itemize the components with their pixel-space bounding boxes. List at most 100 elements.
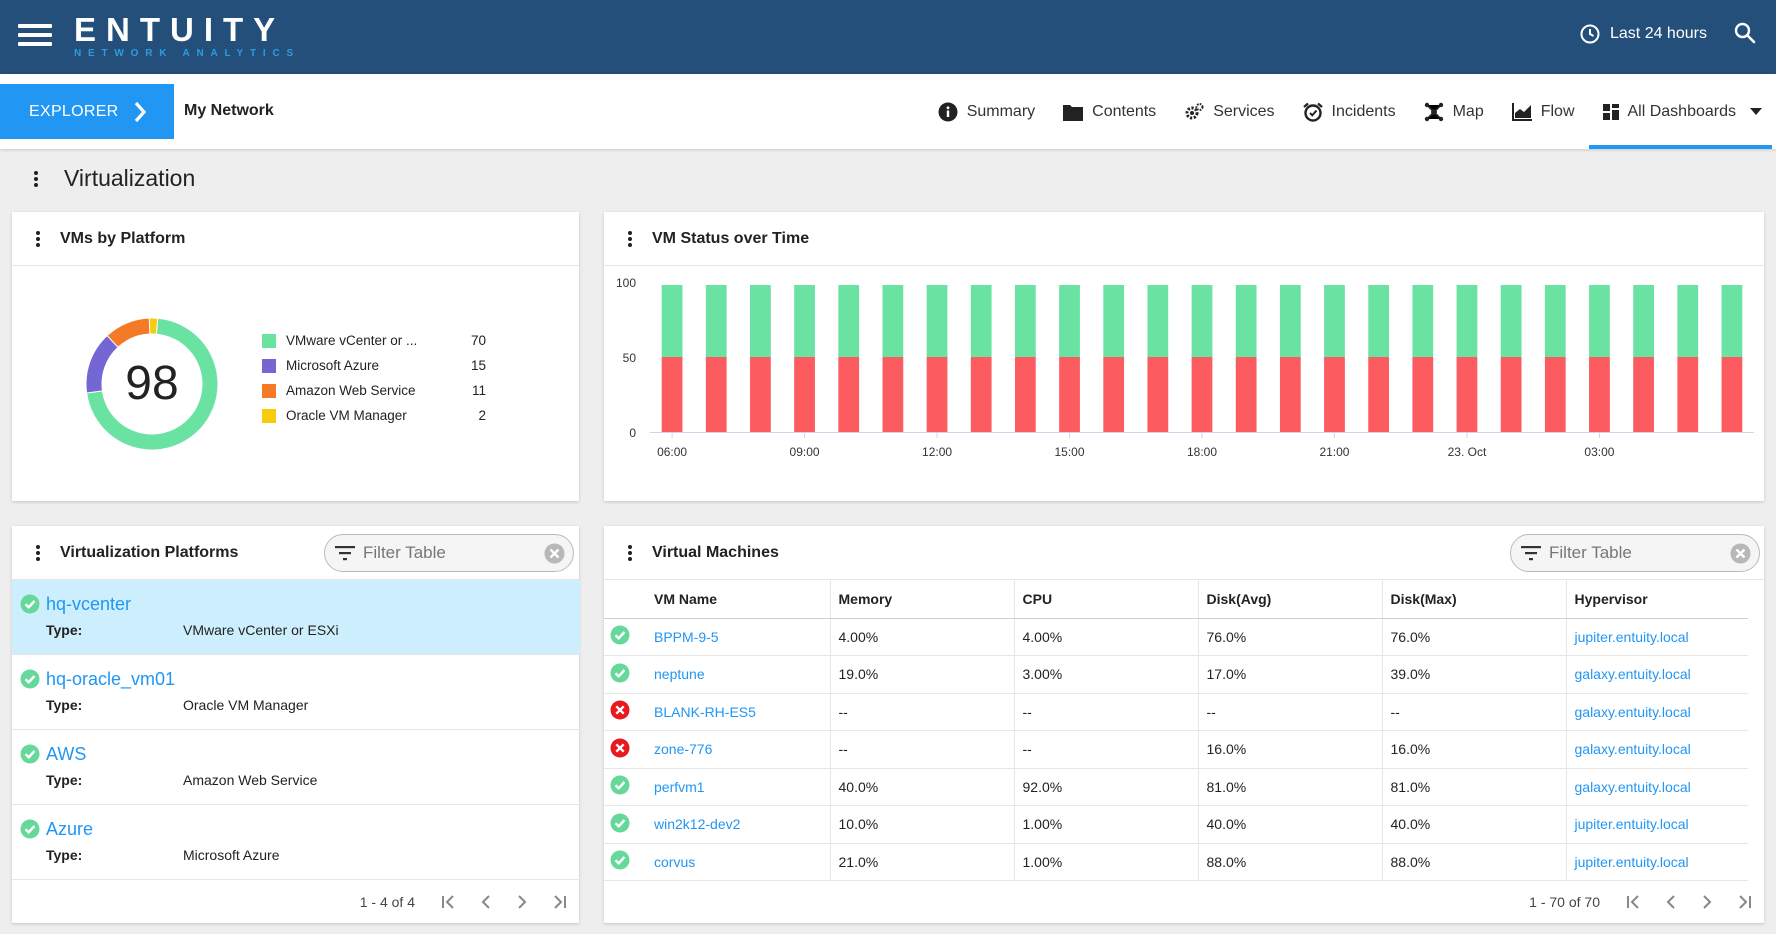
bar-up[interactable]: [1721, 285, 1743, 357]
donut-slice[interactable]: [86, 317, 219, 451]
table-row[interactable]: corvus 21.0% 1.00% 88.0% 88.0% jupiter.entuit…: [604, 843, 1748, 881]
legend-item-azure[interactable]: Microsoft Azure 15: [262, 353, 486, 378]
breadcrumb[interactable]: My Network: [184, 102, 274, 119]
platform-item[interactable]: hq-vcenter Type: VMware vCenter or ESXi: [12, 580, 580, 655]
vm-name-cell[interactable]: win2k12-dev2: [646, 805, 831, 844]
bar-up[interactable]: [1500, 285, 1522, 357]
bar-up[interactable]: [705, 285, 727, 357]
panel-menu-icon[interactable]: [36, 544, 40, 561]
bar-down[interactable]: [926, 357, 948, 432]
table-row[interactable]: perfvm1 40.0% 92.0% 81.0% 81.0% galaxy.entuit…: [604, 768, 1748, 806]
legend-item-aws[interactable]: Amazon Web Service 11: [262, 378, 486, 403]
platforms-filter-input[interactable]: [363, 543, 533, 563]
bar-down[interactable]: [1147, 357, 1169, 432]
legend-item-oracle[interactable]: Oracle VM Manager 2: [262, 403, 486, 428]
search-button[interactable]: [1734, 22, 1756, 49]
hypervisor-cell[interactable]: galaxy.entuity.local: [1566, 693, 1748, 731]
vm-name-cell[interactable]: BLANK-RH-ES5: [646, 693, 831, 731]
bar-up[interactable]: [1014, 285, 1036, 357]
last-page-button[interactable]: [1738, 895, 1752, 909]
bar-up[interactable]: [838, 285, 860, 357]
hypervisor-cell[interactable]: galaxy.entuity.local: [1566, 768, 1748, 806]
bar-up[interactable]: [1324, 285, 1345, 357]
tab-summary[interactable]: Summary: [924, 74, 1049, 149]
bar-up[interactable]: [1191, 285, 1213, 357]
page-menu-icon[interactable]: [34, 170, 38, 187]
panel-menu-icon[interactable]: [628, 230, 632, 247]
col-cpu[interactable]: CPU: [1014, 580, 1199, 619]
bar-down[interactable]: [661, 357, 683, 432]
next-page-button[interactable]: [517, 895, 527, 909]
hamburger-menu-icon[interactable]: [18, 22, 52, 48]
bar-up[interactable]: [926, 285, 948, 357]
bar-down[interactable]: [1014, 357, 1036, 432]
hypervisor-cell[interactable]: jupiter.entuity.local: [1566, 805, 1748, 844]
tab-all-dashboards[interactable]: All Dashboards: [1588, 74, 1776, 149]
bar-down[interactable]: [1677, 357, 1699, 432]
bar-up[interactable]: [1677, 285, 1699, 357]
donut-slice[interactable]: [148, 317, 159, 335]
platform-name[interactable]: AWS: [46, 744, 87, 764]
bar-down[interactable]: [1103, 357, 1125, 432]
bar-up[interactable]: [970, 285, 992, 357]
col-disk-max[interactable]: Disk(Max): [1382, 580, 1567, 619]
table-row[interactable]: zone-776 -- -- 16.0% 16.0% galaxy.entuity.loc…: [604, 730, 1748, 769]
bar-up[interactable]: [750, 285, 771, 357]
hypervisor-cell[interactable]: jupiter.entuity.local: [1566, 618, 1748, 656]
clear-filter-icon[interactable]: [544, 543, 565, 564]
first-page-button[interactable]: [1626, 895, 1640, 909]
vms-filter-input[interactable]: [1549, 543, 1719, 563]
panel-menu-icon[interactable]: [628, 544, 632, 561]
bar-up[interactable]: [1589, 285, 1610, 357]
platform-name[interactable]: hq-oracle_vm01: [46, 669, 176, 689]
bar-up[interactable]: [661, 285, 683, 357]
tab-map[interactable]: Map: [1410, 74, 1498, 149]
prev-page-button[interactable]: [1666, 895, 1676, 909]
platform-item[interactable]: hq-oracle_vm01 Type: Oracle VM Manager: [12, 655, 580, 730]
tab-contents[interactable]: Contents: [1049, 74, 1170, 149]
bar-down[interactable]: [1544, 357, 1566, 432]
tab-flow[interactable]: Flow: [1498, 74, 1589, 149]
bar-up[interactable]: [1412, 285, 1434, 357]
bar-down[interactable]: [1500, 357, 1522, 432]
platform-item[interactable]: AWS Type: Amazon Web Service: [12, 730, 580, 805]
bar-up[interactable]: [1633, 285, 1654, 357]
bar-up[interactable]: [1059, 285, 1080, 357]
bar-down[interactable]: [1324, 357, 1345, 432]
bar-up[interactable]: [1235, 285, 1257, 357]
bar-down[interactable]: [1456, 357, 1478, 432]
bar-up[interactable]: [1544, 285, 1566, 357]
hypervisor-cell[interactable]: galaxy.entuity.local: [1566, 730, 1748, 769]
next-page-button[interactable]: [1702, 895, 1712, 909]
clear-filter-icon[interactable]: [1730, 543, 1751, 564]
bar-up[interactable]: [1147, 285, 1169, 357]
legend-item-vmware[interactable]: VMware vCenter or ... 70: [262, 328, 486, 353]
col-memory[interactable]: Memory: [830, 580, 1015, 619]
platform-item[interactable]: Azure Type: Microsoft Azure: [12, 805, 580, 880]
first-page-button[interactable]: [441, 895, 455, 909]
bar-down[interactable]: [1191, 357, 1213, 432]
platform-name[interactable]: Azure: [46, 819, 94, 839]
last-page-button[interactable]: [553, 895, 567, 909]
bar-up[interactable]: [1103, 285, 1125, 357]
table-row[interactable]: neptune 19.0% 3.00% 17.0% 39.0% galaxy.entuit…: [604, 655, 1748, 694]
time-range-selector[interactable]: Last 24 hours: [1580, 24, 1707, 44]
bar-up[interactable]: [794, 285, 815, 357]
vm-name-cell[interactable]: corvus: [646, 843, 831, 881]
bar-down[interactable]: [1368, 357, 1390, 432]
bar-down[interactable]: [750, 357, 771, 432]
bar-up[interactable]: [1279, 285, 1301, 357]
bar-down[interactable]: [882, 357, 904, 432]
bar-down[interactable]: [1721, 357, 1743, 432]
table-row[interactable]: BLANK-RH-ES5 -- -- -- -- galaxy.entuity.local: [604, 693, 1748, 731]
bar-down[interactable]: [970, 357, 992, 432]
table-row[interactable]: win2k12-dev2 10.0% 1.00% 40.0% 40.0% jupiter.…: [604, 805, 1748, 844]
platform-name[interactable]: hq-vcenter: [46, 594, 132, 614]
table-row[interactable]: BPPM-9-5 4.00% 4.00% 76.0% 76.0% jupiter.entu…: [604, 618, 1748, 656]
bar-up[interactable]: [1456, 285, 1478, 357]
hypervisor-cell[interactable]: galaxy.entuity.local: [1566, 655, 1748, 694]
bar-up[interactable]: [1368, 285, 1390, 357]
col-hypervisor[interactable]: Hypervisor: [1566, 580, 1748, 619]
tab-services[interactable]: Services: [1170, 74, 1288, 149]
col-disk-avg[interactable]: Disk(Avg): [1198, 580, 1383, 619]
